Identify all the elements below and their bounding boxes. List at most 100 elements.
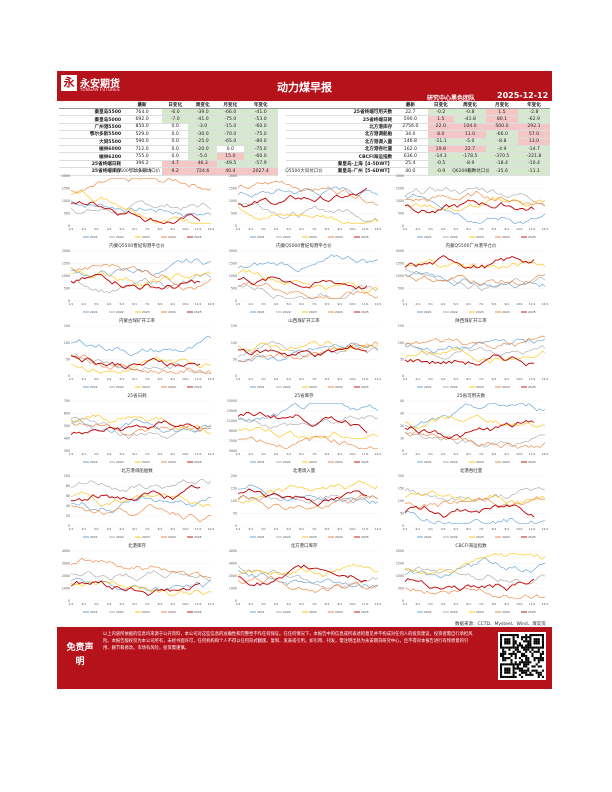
y-tick-label: 1500 — [396, 262, 404, 266]
legend-label: 2025 — [194, 235, 202, 239]
x-tick-label: 9/1 — [170, 302, 175, 306]
table-cell: -178.5 — [453, 152, 486, 161]
x-tick-label: 6/1 — [466, 452, 471, 456]
table-row: 榆林6200 755.0 0.0 -5.0 15.0 -60.0 CBCFI海运指数 636.… — [59, 152, 550, 161]
legend-label: 2025 — [361, 535, 369, 539]
chart-plot: 0 50 100 150 1/1 2/1 3/1 4/1 5/1 6/1 7/1 8/1 9/1 10/1… — [64, 324, 215, 389]
table-cell: 712.0 — [122, 145, 163, 154]
x-tick-label: 11/1 — [529, 302, 536, 306]
legend-label: 2025 — [528, 460, 536, 464]
series-line — [237, 202, 379, 222]
x-tick-label: 9/1 — [504, 302, 509, 306]
legend-label: 2022 — [283, 385, 291, 389]
series-line — [404, 414, 546, 430]
chart-plot: 0 10 20 30 40 1/1 2/1 3/1 4/1 5/1 6/1 7/1 8/1 9/1 10/1… — [400, 399, 549, 464]
y-tick-label: 1500 — [396, 562, 404, 566]
chart-title: 山西煤矿开工率 — [288, 319, 320, 324]
chart-title: 北方港调船舶数 — [121, 469, 153, 474]
series-line — [237, 415, 379, 429]
y-tick-label: 100 — [231, 341, 237, 345]
x-tick-label: 5/1 — [286, 527, 291, 531]
legend-label: 2023 — [309, 385, 317, 389]
table-cell: 22.7 — [393, 108, 428, 117]
x-tick-label: 9/1 — [170, 452, 175, 456]
legend-label: 2022 — [450, 610, 458, 614]
x-tick-label: 11/1 — [529, 527, 536, 531]
x-tick-label: 8/1 — [325, 302, 330, 306]
legend-label: 2022 — [116, 310, 124, 314]
y-tick-label: 100 — [231, 499, 237, 503]
legend-label: 2024 — [168, 385, 176, 389]
x-tick-label: 9/1 — [504, 377, 509, 381]
legend-label: 2022 — [450, 385, 458, 389]
x-tick-label: 2/1 — [415, 302, 420, 306]
series-line — [404, 259, 546, 270]
legend-label: 2024 — [502, 235, 510, 239]
x-tick-label: 11/1 — [362, 377, 369, 381]
x-tick-label: 4/1 — [107, 377, 112, 381]
x-tick-label: 2/1 — [81, 527, 86, 531]
series-line — [70, 200, 201, 224]
seasonal-chart: Q5500鄂尔多斯坑口价 0 500 1000 1500 2000 1/1 2/1 3/1 4/1… — [57, 168, 217, 248]
table-header-cell: 周变化 — [188, 101, 218, 109]
x-tick-label: 9/1 — [337, 377, 342, 381]
series-line — [237, 484, 379, 504]
legend-label: 2023 — [476, 310, 484, 314]
y-tick-label: 0 — [68, 299, 70, 303]
x-tick-label: 9/1 — [504, 452, 509, 456]
chart-plot: 300 400 500 600 700 1/1 2/1 3/1 4/1 5/1 6/1 7/1 8/1 9… — [64, 399, 215, 464]
x-tick-label: 5/1 — [453, 602, 458, 606]
x-tick-label: 1/1 — [236, 452, 241, 456]
y-tick-label: 1500 — [229, 262, 237, 266]
y-tick-label: 0 — [235, 374, 237, 378]
legend-label: 2022 — [116, 610, 124, 614]
legend-label: 2023 — [476, 610, 484, 614]
series-line — [237, 284, 379, 299]
table-cell: -0.8 — [453, 108, 486, 117]
table-cell: 15.0 — [217, 152, 244, 161]
seasonal-chart: 25省可用天数 0 10 20 30 40 1/1 2/1 3/1 4/1 5/1 6/1 7/1 8/1… — [391, 393, 551, 473]
x-tick-label: 4/1 — [441, 527, 446, 531]
x-tick-label: 4/1 — [441, 452, 446, 456]
series-line — [237, 494, 379, 510]
x-tick-label: 6/1 — [132, 302, 137, 306]
y-tick-label: 2000 — [229, 249, 237, 253]
chart-plot: 0 500 1000 1500 2000 1/1 2/1 3/1 4/1 5/1 6/1 7/1 8/1… — [62, 174, 215, 239]
series-line — [70, 414, 212, 434]
y-tick-label: 150 — [398, 324, 404, 328]
series-line — [237, 403, 379, 422]
table-cell: 146.8 — [393, 138, 428, 146]
series-line — [70, 335, 212, 357]
x-tick-label: 8/1 — [325, 377, 330, 381]
series-line — [237, 341, 379, 363]
seasonal-chart: 北方港口库存 0 1000 2000 3000 4000 1/1 2/1 3/1 4/1 5/1 6/… — [224, 543, 384, 623]
legend-label: 2024 — [502, 310, 510, 314]
legend-label: 2024 — [335, 235, 343, 239]
x-tick-label: 5/1 — [286, 227, 291, 231]
x-tick-label: 5/1 — [119, 602, 124, 606]
x-tick-label: 5/1 — [286, 302, 291, 306]
x-tick-label: 7/1 — [312, 452, 317, 456]
y-tick-label: 500 — [64, 212, 70, 216]
y-tick-label: 500 — [398, 287, 404, 291]
legend-label: 2022 — [450, 310, 458, 314]
x-tick-label: 12/1 — [375, 452, 382, 456]
y-tick-label: 500 — [398, 587, 404, 591]
series-line — [70, 416, 212, 440]
x-tick-label: 3/1 — [428, 602, 433, 606]
table-cell: 764.0 — [122, 108, 163, 117]
table-cell: -6.0 — [162, 108, 189, 117]
x-tick-label: 5/1 — [119, 377, 124, 381]
y-tick-label: 0 — [235, 224, 237, 228]
series-line — [237, 281, 379, 299]
x-tick-label: 7/1 — [312, 602, 317, 606]
series-line — [404, 270, 546, 289]
x-tick-label: 12/1 — [208, 227, 215, 231]
y-tick-label: 50 — [233, 358, 237, 362]
x-tick-label: 9/1 — [170, 602, 175, 606]
x-tick-label: 3/1 — [261, 527, 266, 531]
x-tick-label: 6/1 — [132, 452, 137, 456]
table-cell: 529.0 — [122, 130, 163, 139]
table-cell: 104.0 — [453, 123, 486, 132]
x-tick-label: 6/1 — [299, 602, 304, 606]
